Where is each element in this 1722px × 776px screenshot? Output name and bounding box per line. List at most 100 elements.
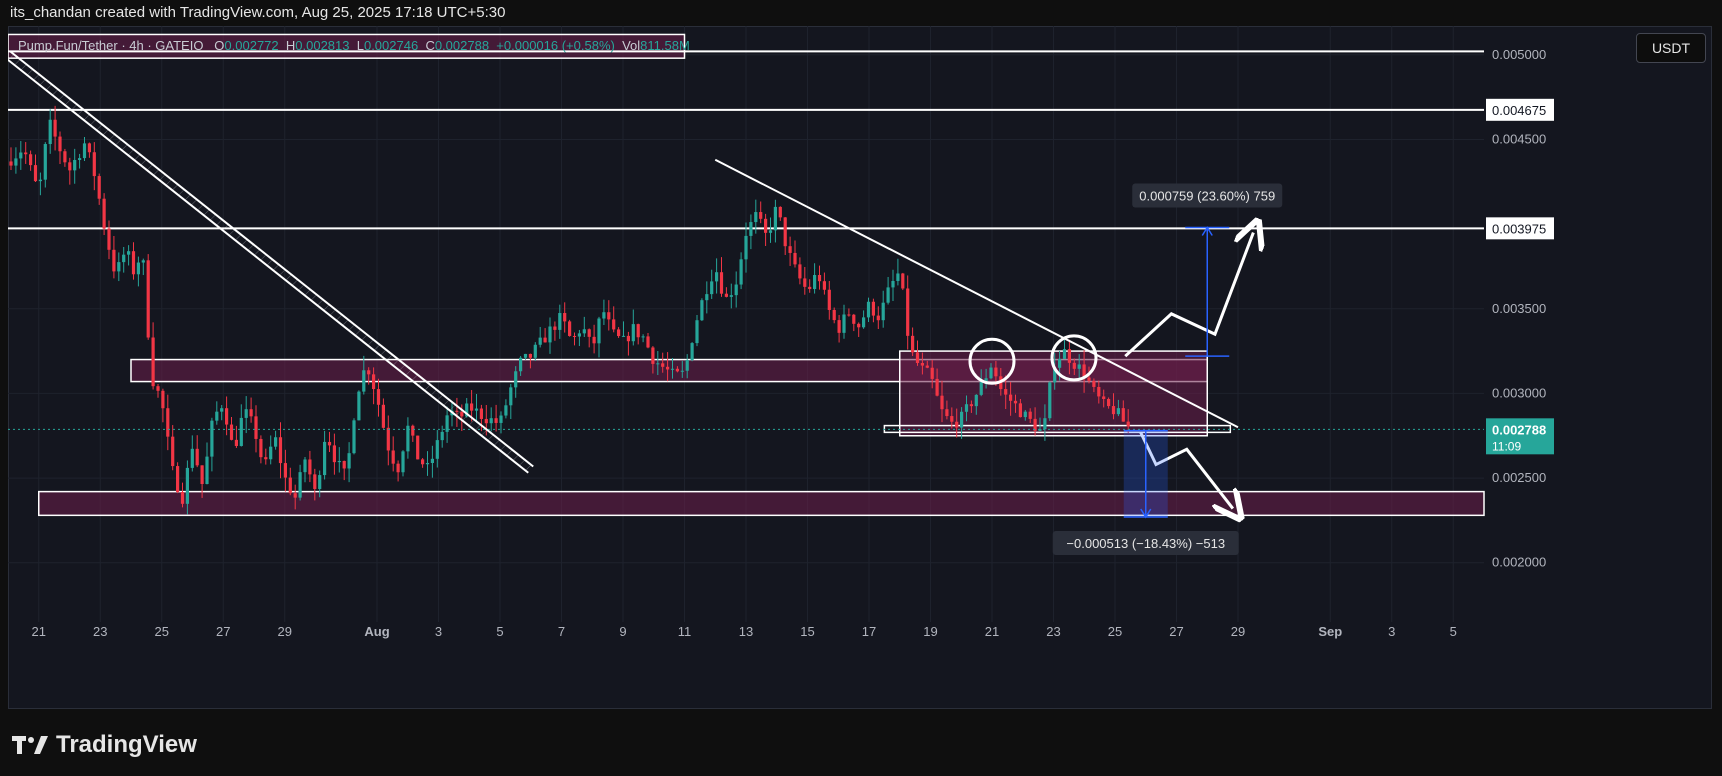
candle-body bbox=[896, 273, 900, 281]
time-tick-label: 3 bbox=[1388, 624, 1395, 639]
candle-body bbox=[808, 286, 812, 290]
candle-body bbox=[719, 272, 724, 294]
time-tick-label: 21 bbox=[985, 624, 999, 639]
measure-arrow bbox=[1140, 508, 1152, 519]
candle-body bbox=[470, 403, 474, 411]
candle-body bbox=[141, 260, 145, 263]
time-tick-label: 27 bbox=[1169, 624, 1183, 639]
candle-body bbox=[817, 275, 822, 282]
measure-arrow bbox=[1201, 226, 1213, 236]
volume-label: Vol bbox=[622, 38, 641, 53]
candle-body bbox=[656, 363, 660, 365]
candle-body bbox=[68, 162, 72, 171]
candle-body bbox=[612, 319, 616, 330]
time-tick-label: 15 bbox=[800, 624, 814, 639]
candle-body bbox=[930, 367, 934, 379]
candle-body bbox=[813, 275, 817, 290]
candle-body bbox=[842, 314, 846, 333]
candle-body bbox=[1126, 421, 1130, 427]
candle-body bbox=[940, 395, 944, 410]
open-label: O bbox=[214, 38, 225, 53]
candle-body bbox=[313, 474, 317, 489]
candle-body bbox=[783, 217, 787, 247]
candle-body bbox=[210, 420, 214, 457]
candle-body bbox=[97, 176, 101, 199]
candle-body bbox=[166, 408, 170, 437]
candle-body bbox=[960, 411, 964, 428]
candle-body bbox=[523, 353, 528, 358]
candle-body bbox=[724, 293, 728, 297]
candle-body bbox=[572, 335, 577, 337]
candle-body bbox=[1038, 429, 1042, 431]
candle-body bbox=[935, 378, 939, 396]
candle-body bbox=[519, 357, 523, 372]
chart-grid bbox=[8, 26, 1484, 622]
candle-body bbox=[1013, 400, 1018, 404]
price-tick-label: 0.002000 bbox=[1492, 555, 1546, 570]
candle-body bbox=[533, 344, 537, 358]
low-label: L bbox=[356, 38, 364, 53]
low-value: 0.002746 bbox=[363, 38, 419, 53]
time-tick-label: 23 bbox=[93, 624, 107, 639]
candle-body bbox=[685, 360, 689, 371]
bearish-path-arrow bbox=[1139, 431, 1233, 508]
candle-body bbox=[1009, 394, 1013, 401]
candle-body bbox=[651, 347, 655, 364]
last-price-label: 0.002788 11:09 bbox=[1486, 418, 1554, 455]
candle-body bbox=[1121, 408, 1125, 422]
candle-body bbox=[852, 314, 856, 324]
candle-body bbox=[803, 278, 807, 287]
bullish-path-arrow bbox=[1124, 233, 1253, 358]
candle-body bbox=[249, 409, 253, 417]
currency-selector-button[interactable]: USDT bbox=[1636, 33, 1706, 63]
candle-body bbox=[945, 409, 949, 417]
chart-attribution: its_chandan created with TradingView.com… bbox=[10, 4, 506, 21]
candle-body bbox=[327, 441, 332, 446]
candle-body bbox=[886, 287, 890, 303]
candle-body bbox=[367, 370, 371, 375]
candle-body bbox=[822, 281, 826, 290]
candle-body bbox=[63, 151, 67, 163]
falling-channel-line bbox=[8, 58, 529, 474]
candle-body bbox=[553, 326, 557, 330]
candle-body bbox=[112, 249, 116, 272]
candle-body bbox=[156, 386, 160, 391]
time-tick-label: 25 bbox=[155, 624, 169, 639]
candle-body bbox=[401, 451, 405, 473]
candle-body bbox=[661, 363, 665, 367]
time-tick-label: 21 bbox=[32, 624, 46, 639]
time-tick-label: Sep bbox=[1318, 624, 1342, 639]
candle-body bbox=[288, 477, 292, 494]
candle-body bbox=[1023, 411, 1027, 418]
candle-body bbox=[122, 254, 126, 263]
highlight-circle bbox=[1050, 334, 1098, 382]
candle-body bbox=[798, 264, 802, 279]
candle-body bbox=[587, 329, 591, 337]
candle-body bbox=[318, 475, 322, 489]
candle-body bbox=[489, 418, 493, 424]
candle-body bbox=[582, 329, 586, 334]
price-zone bbox=[38, 490, 1485, 517]
candle-body bbox=[528, 353, 532, 358]
candle-body bbox=[205, 456, 209, 485]
candle-body bbox=[680, 370, 684, 372]
candle-body bbox=[352, 420, 356, 454]
candle-body bbox=[778, 206, 782, 218]
measure-label-text: −0.000513 (−18.43%) −513 bbox=[1066, 536, 1225, 551]
candle-body bbox=[690, 343, 694, 361]
candle-body bbox=[425, 463, 430, 465]
candle-body bbox=[597, 318, 601, 344]
candle-body bbox=[107, 228, 111, 250]
time-tick-label: 3 bbox=[435, 624, 442, 639]
candle-body bbox=[739, 259, 743, 285]
candle-body bbox=[362, 370, 366, 392]
candle-body bbox=[127, 251, 131, 255]
candle-body bbox=[53, 119, 57, 137]
candle-body bbox=[920, 363, 924, 366]
price-tick-label: 0.003000 bbox=[1492, 385, 1546, 400]
candle-body bbox=[666, 366, 670, 370]
price-chart[interactable]: 0.000759 (23.60%) 759 −0.000513 (−18.43%)… bbox=[8, 26, 1712, 709]
candle-body bbox=[484, 418, 488, 424]
candle-body bbox=[381, 404, 385, 428]
candle-body bbox=[871, 301, 875, 316]
